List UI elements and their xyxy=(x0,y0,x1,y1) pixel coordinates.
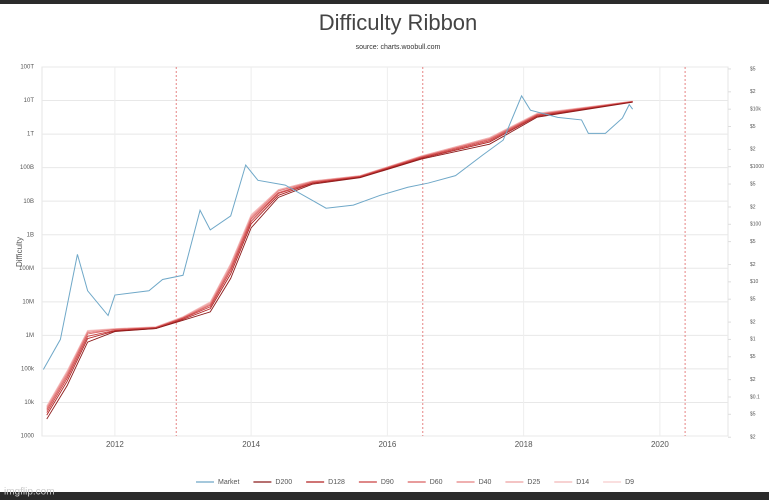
y2-tick-label: $100 xyxy=(750,222,761,228)
x-tick-label: 2012 xyxy=(106,440,124,449)
y2-tick-label: $10 xyxy=(750,279,759,285)
x-tick-label: 2020 xyxy=(651,440,669,449)
y2-tick-label: $2 xyxy=(750,262,756,268)
x-tick-label: 2014 xyxy=(242,440,260,449)
y-tick-label: 1B xyxy=(27,232,34,238)
y-tick-label: 100k xyxy=(21,366,35,372)
marks xyxy=(42,94,634,420)
y2-tick-label: $5 xyxy=(750,354,756,360)
legend-label: D128 xyxy=(328,479,345,486)
labels: Difficulty Ribbon source: charts.woobull… xyxy=(4,10,764,498)
chart-subtitle: source: charts.woobull.com xyxy=(356,44,441,51)
y2-tick-label: $5 xyxy=(750,181,756,187)
y-tick-label: 100T xyxy=(20,65,34,71)
y2-tick-label: $1 xyxy=(750,337,756,343)
y2-tick-label: $0.1 xyxy=(750,394,760,400)
legend-label: D14 xyxy=(576,479,589,486)
y-tick-label: 10B xyxy=(23,199,34,205)
y2-tick-label: $2 xyxy=(750,204,756,210)
x-tick-label: 2016 xyxy=(378,440,396,449)
y2-tick-label: $5 xyxy=(750,297,756,303)
y-tick-label: 10T xyxy=(24,98,35,104)
grid xyxy=(41,66,731,438)
chart-title: Difficulty Ribbon xyxy=(319,10,478,35)
y-tick-label: 10M xyxy=(22,299,34,305)
series-line xyxy=(46,101,633,411)
legend-label: D200 xyxy=(275,479,292,486)
y2-tick-label: $2 xyxy=(750,377,756,383)
y2-tick-label: $1000 xyxy=(750,164,764,170)
legend-label: Market xyxy=(218,479,239,486)
series-line xyxy=(46,101,633,413)
legend-label: D9 xyxy=(625,479,634,486)
y-tick-label: 100B xyxy=(20,165,34,171)
y2-tick-label: $5 xyxy=(750,66,756,72)
legend: Market D200 D128 D90 D60 D40 D25 D14 D9 xyxy=(196,479,634,486)
series-line xyxy=(46,101,633,420)
x-tick-label: 2018 xyxy=(515,440,533,449)
y-tick-label: 1M xyxy=(26,333,34,339)
y2-tick-label: $10k xyxy=(750,106,761,112)
y-tick-label: 10k xyxy=(24,400,35,406)
y-tick-label: 1T xyxy=(27,132,34,138)
y2-tick-label: $5 xyxy=(750,239,756,245)
y-axis-label: Difficulty xyxy=(15,237,24,267)
series-line xyxy=(46,101,633,416)
y2-tick-label: $2 xyxy=(750,435,756,441)
legend-label: D60 xyxy=(430,479,443,486)
legend-label: D40 xyxy=(479,479,492,486)
series-line xyxy=(46,100,633,408)
legend-label: D25 xyxy=(527,479,540,486)
top-bar xyxy=(0,0,769,4)
y2-tick-label: $5 xyxy=(750,124,756,130)
y2-tick-label: $2 xyxy=(750,147,756,153)
y-tick-label: 100M xyxy=(19,266,34,272)
y2-tick-label: $5 xyxy=(750,412,756,418)
series-line xyxy=(42,94,634,370)
y-tick-label: 1000 xyxy=(21,434,35,440)
bottom-bar xyxy=(0,492,769,500)
y2-tick-label: $2 xyxy=(750,319,756,325)
watermark: imgflip.com xyxy=(4,487,55,498)
y2-tick-label: $2 xyxy=(750,89,756,95)
legend-label: D90 xyxy=(381,479,394,486)
